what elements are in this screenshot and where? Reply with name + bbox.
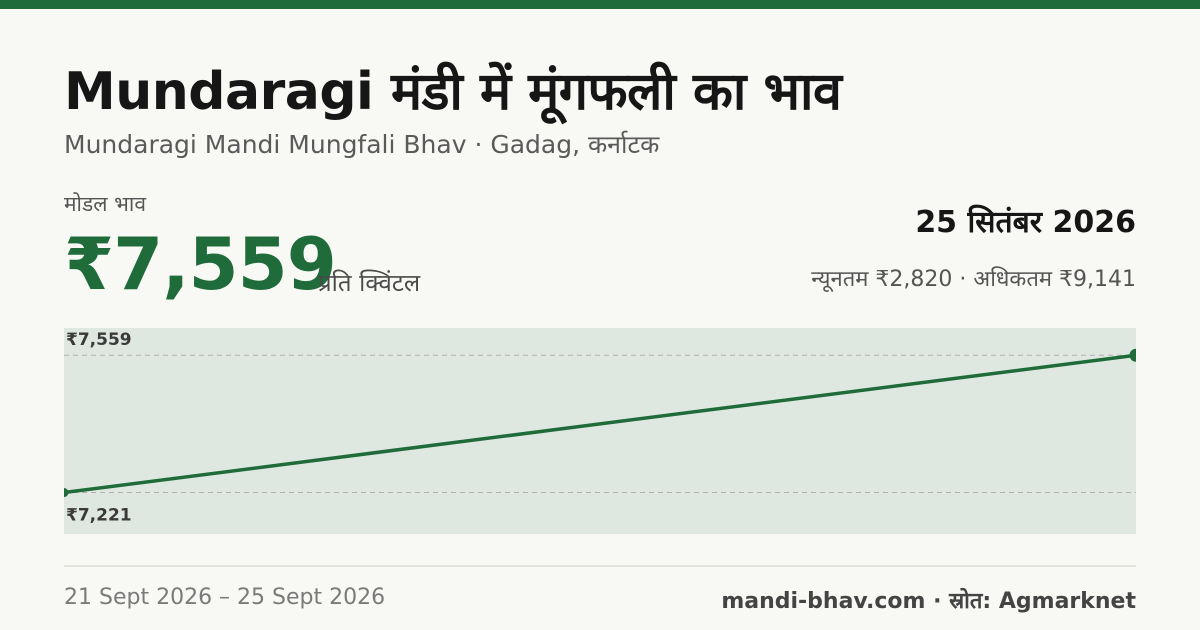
price-trend-chart: ₹7,559 ₹7,221 [64,328,1136,534]
price-unit: प्रति क्विंटल [318,269,421,297]
chart-background [64,328,1136,534]
page-title: Mundaragi मंडी में मूंगफली का भाव [64,62,842,122]
date-period: 21 Sept 2026 – 25 Sept 2026 [64,585,386,610]
chart-canvas: ₹7,559 ₹7,221 [64,328,1136,534]
max-guide-label: ₹7,559 [66,330,132,350]
price-date: 25 सितंबर 2026 [915,205,1136,240]
source-credit: mandi-bhav.com · स्रोत: Agmarknet [721,589,1136,614]
min-max-range: न्यूनतम ₹2,820 · अधिकतम ₹9,141 [811,267,1136,292]
min-guide-label: ₹7,221 [66,506,132,526]
footer-divider [64,565,1136,567]
modal-price-value: ₹7,559 [64,222,337,306]
page-subtitle: Mundaragi Mandi Mungfali Bhav · Gadag, क… [64,130,660,159]
data-point [1129,348,1136,362]
price-line [64,353,1136,495]
data-point [64,488,69,498]
modal-price-label: मोडल भाव [64,192,147,216]
top-accent-bar [0,0,1200,9]
